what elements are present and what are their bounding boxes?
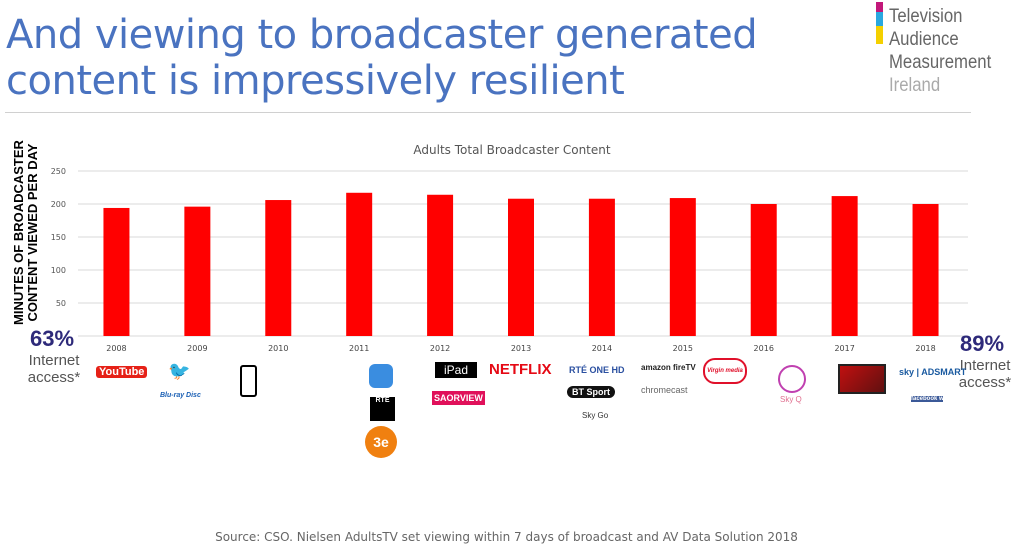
bar-2012	[427, 194, 454, 336]
facebook-watch-logo: facebook watch	[911, 396, 957, 402]
slide-title: And viewing to broadcaster generated con…	[6, 12, 758, 104]
bar-2014	[588, 198, 615, 336]
rte-one-hd-logo: RTÉ ONE HD	[569, 365, 625, 375]
youtube-logo: YouTube	[96, 366, 148, 378]
3e-logo: 3e	[365, 426, 397, 458]
logo-line: Measurement	[889, 52, 992, 73]
internet-percent-2018: 89%	[960, 331, 1005, 356]
y-tick-label: 150	[51, 233, 66, 242]
bar-2009	[184, 206, 211, 336]
chromecast-logo: chromecast	[641, 385, 688, 395]
title-line-1: And viewing to broadcaster generated	[6, 12, 758, 58]
ipad-logo: iPad	[435, 362, 477, 378]
amazon-fire-tv-logo: amazon fireTV	[641, 363, 696, 372]
y-tick-label: 100	[51, 266, 66, 275]
x-tick-label: 2011	[349, 344, 369, 353]
bar-chart: Adults Total Broadcaster Content 50 100 15…	[51, 143, 968, 353]
bar-2016	[750, 204, 777, 336]
bar-2011	[346, 192, 373, 336]
sky-go-logo: Sky Go	[582, 411, 609, 420]
bar-2010	[265, 200, 292, 336]
title-divider	[5, 112, 971, 113]
x-tick-label: 2013	[511, 344, 531, 353]
x-tick-label: 2016	[754, 344, 774, 353]
y-tick-label: 50	[56, 299, 66, 308]
y-tick-label: 250	[51, 167, 66, 176]
internet-access-label: Internet access*	[958, 357, 1012, 391]
rte-player-logo: RTÉ	[370, 397, 395, 421]
internet-access-label: Internet access*	[27, 352, 81, 386]
x-tick-label: 2008	[106, 344, 126, 353]
logo-bar-yellow	[876, 26, 883, 44]
bt-sport-logo: BT Sport	[567, 386, 615, 398]
right-internet-stat: 89%	[960, 331, 1004, 357]
x-tick-label: 2010	[268, 344, 288, 353]
sky-q-icon	[778, 365, 806, 393]
logo-line: Television	[889, 6, 963, 27]
saorview-logo: SAORVIEW	[432, 391, 485, 405]
left-internet-stat: 63%	[30, 326, 74, 352]
bar-2013	[508, 198, 534, 336]
chart-title: Adults Total Broadcaster Content	[413, 143, 610, 157]
x-tick-label: 2009	[187, 344, 207, 353]
title-line-2: content is impressively resilient	[6, 58, 625, 104]
logo-line: Ireland	[889, 75, 941, 96]
sky-adsmart-logo: sky | ADSMART	[899, 367, 967, 377]
x-tick-label: 2017	[834, 344, 854, 353]
sky-q-label: Sky Q	[780, 395, 802, 404]
x-tick-label: 2018	[915, 344, 935, 353]
x-tick-label: 2014	[592, 344, 612, 353]
internet-percent-2008: 63%	[30, 326, 75, 351]
bar-2015	[669, 198, 696, 336]
logo-line: Audience	[889, 29, 959, 50]
source-note: Source: CSO. Nielsen AdultsTV set viewin…	[215, 530, 798, 544]
bar-2017	[831, 196, 858, 336]
x-tick-label: 2012	[430, 344, 450, 353]
logo-bar-cyan	[876, 12, 883, 26]
smart-tv-icon	[838, 364, 886, 394]
y-tick-label: 200	[51, 200, 66, 209]
bar-2008	[103, 207, 130, 336]
twitter-icon: 🐦	[168, 361, 191, 381]
smartphone-icon	[240, 365, 257, 397]
app-store-icon	[369, 364, 393, 388]
x-tick-label: 2015	[673, 344, 693, 353]
netflix-logo: NETFLIX	[489, 361, 552, 378]
logo-bar-magenta	[876, 2, 883, 12]
bluray-logo: Blu-ray Disc	[160, 392, 201, 399]
bar-2018	[912, 204, 939, 336]
virgin-media-logo: Virgin media	[703, 358, 747, 384]
